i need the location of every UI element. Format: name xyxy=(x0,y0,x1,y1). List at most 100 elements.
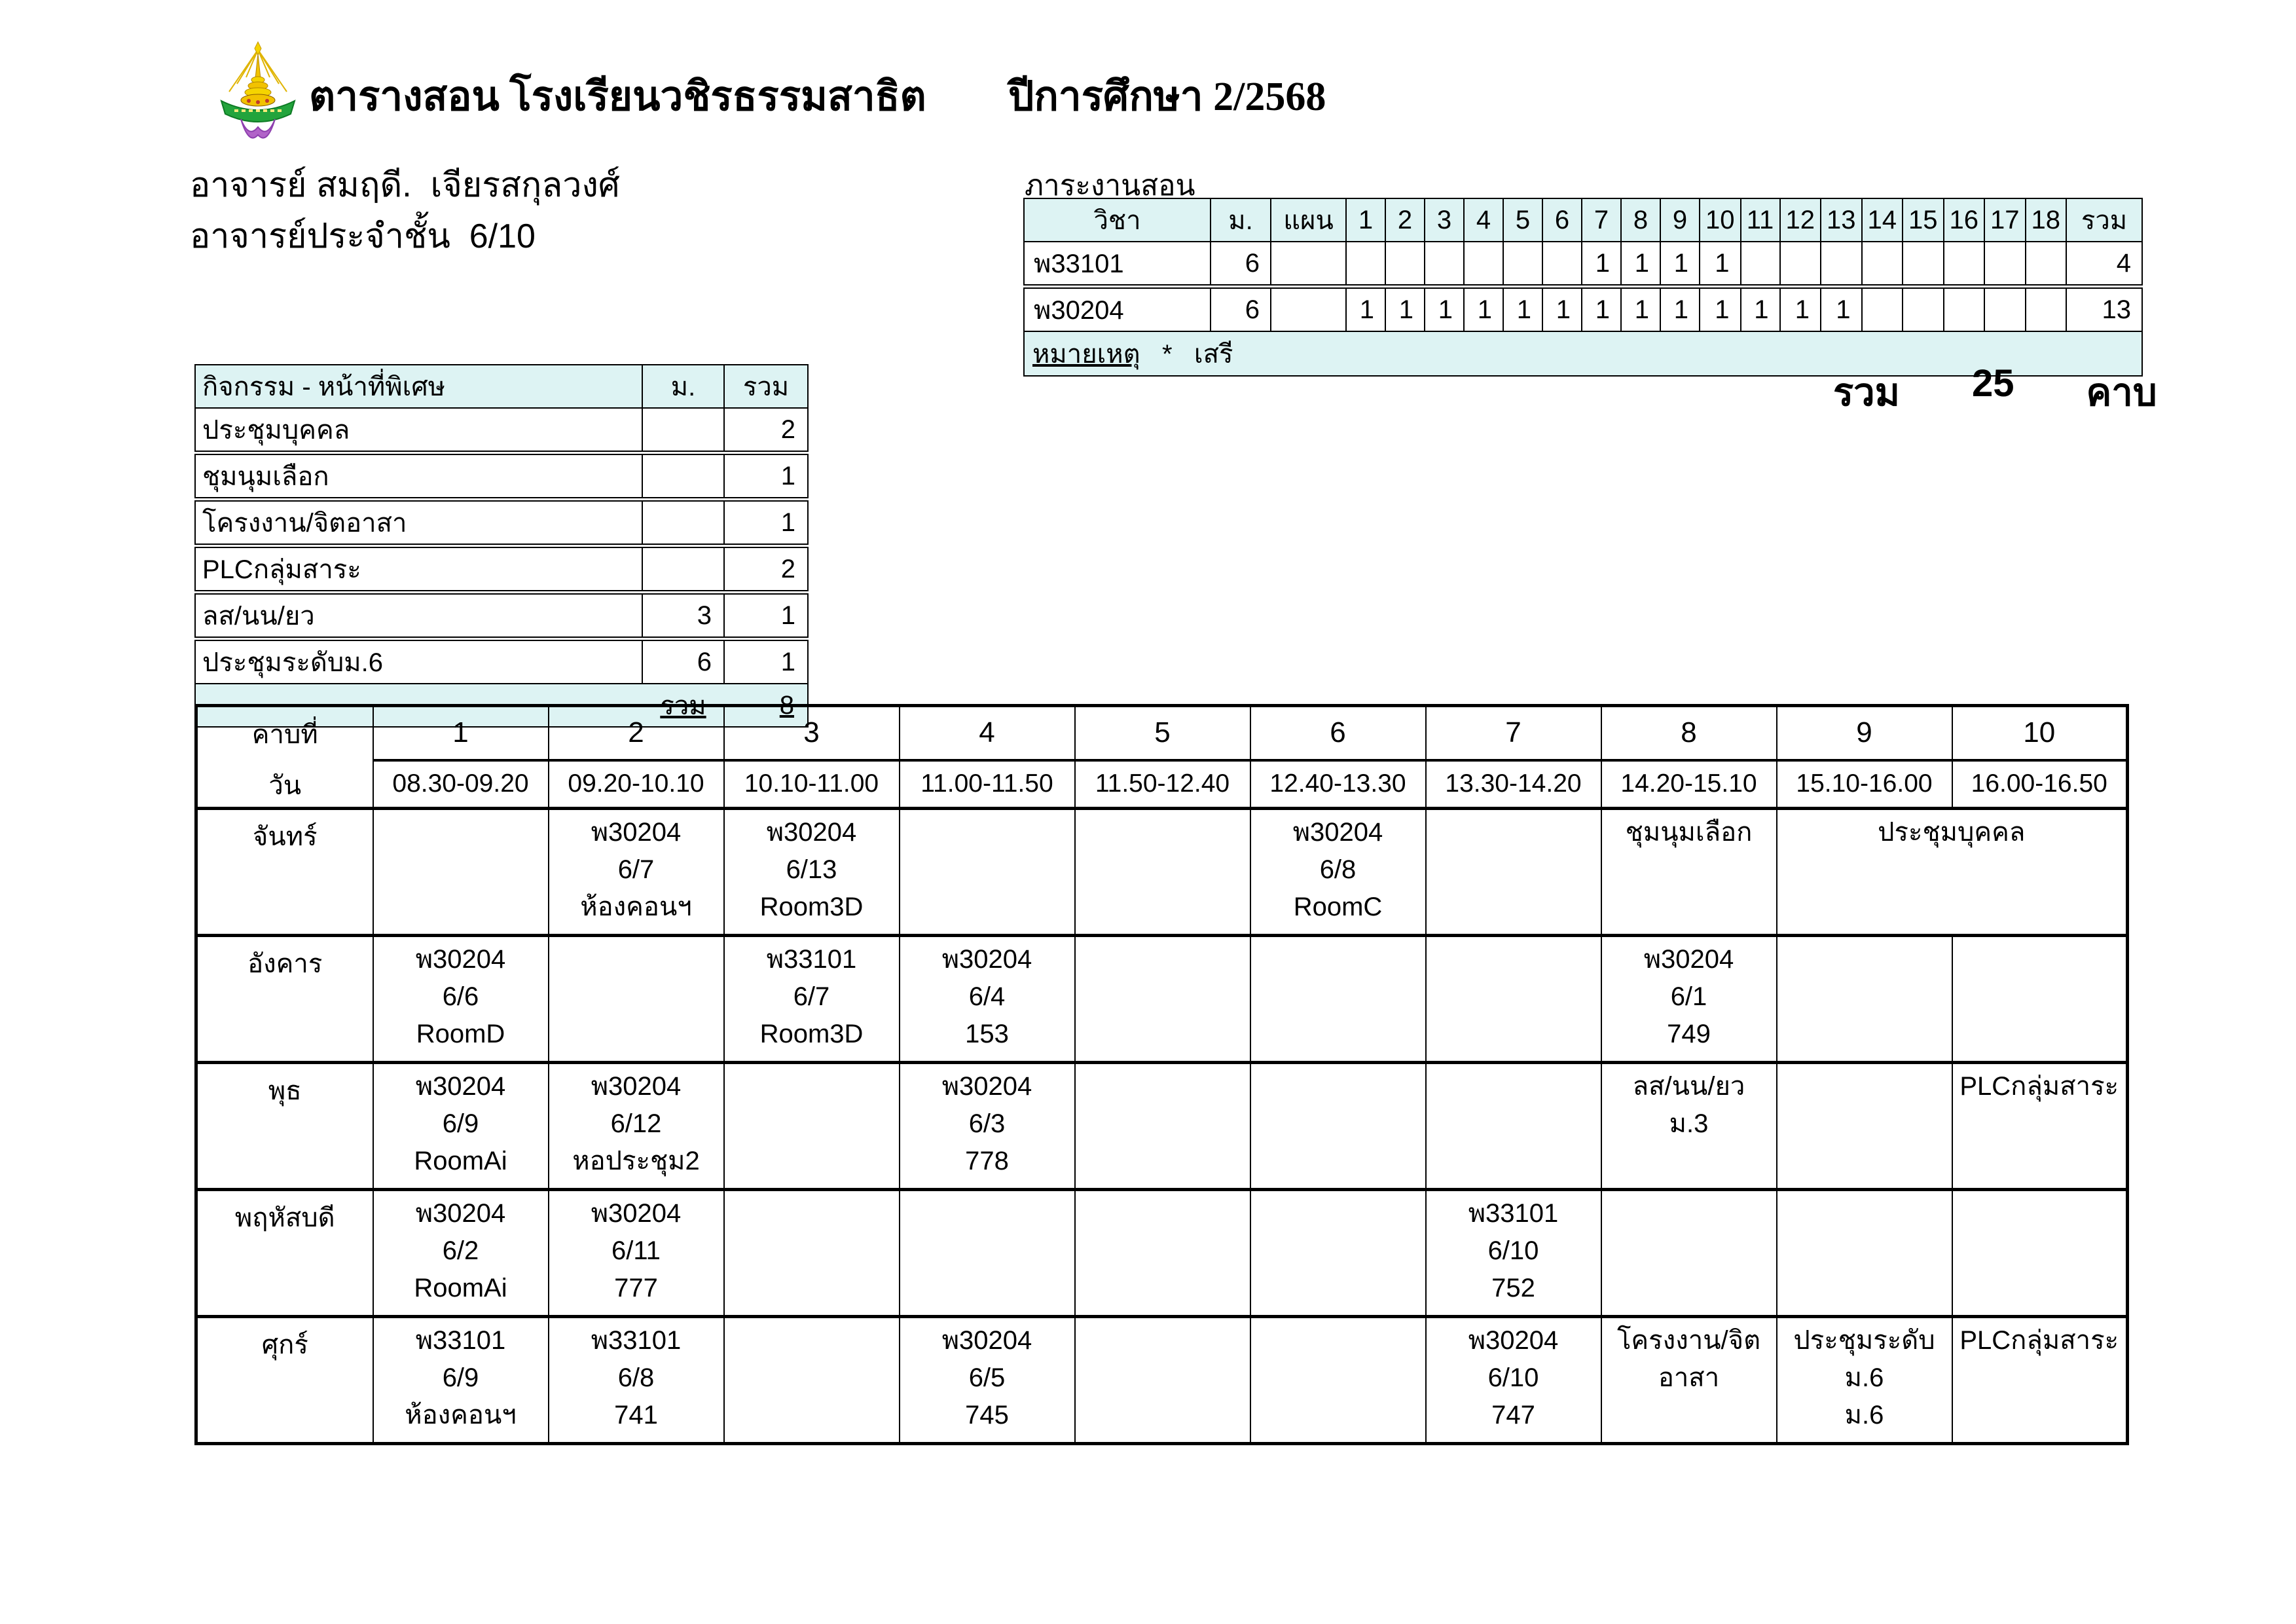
load-period-cell: 1 xyxy=(1385,284,1425,332)
timetable-cell-line: พ30204 xyxy=(591,1199,682,1228)
load-header-cell: 10 xyxy=(1699,198,1741,242)
timetable-cell xyxy=(1951,1188,2128,1318)
timetable-cell-line: พ33101 xyxy=(591,1326,682,1355)
timetable-cell: พ30204 6/12 หอประชุม2 xyxy=(547,1061,725,1190)
activity-row: ประชุมระดับม.6 6 1 xyxy=(194,637,809,684)
period-time-cell: 08.30-09.20 xyxy=(372,759,549,809)
timetable-cell-line: 6/4 xyxy=(968,982,1006,1011)
activity-m-cell: 3 xyxy=(642,590,725,640)
period-number-cell: 7 xyxy=(1425,705,1602,762)
timetable-cell-line: 745 xyxy=(965,1401,1009,1430)
timetable-cell-line: พ30204 xyxy=(941,1326,1032,1355)
load-header-cell: 14 xyxy=(1861,198,1903,242)
timetable-cell-line: พ30204 xyxy=(1292,818,1383,847)
activities-header-name: กิจกรรม - หน้าที่พิเศษ xyxy=(194,364,643,409)
timetable-cell-line: พ30204 xyxy=(415,1199,506,1228)
timetable-cell xyxy=(547,934,725,1063)
timetable-cell: ประชุมบุคคล xyxy=(1776,807,2128,936)
activity-total-cell: 1 xyxy=(723,451,809,500)
timetable-cell-line: ลส/นน/ยว xyxy=(1632,1072,1745,1101)
load-header-cell: 15 xyxy=(1902,198,1944,242)
timetable-cell xyxy=(1425,807,1602,936)
day-row: อังคาร พ30204 6/6 RoomD พ33101 6/7 Room3D พ3020… xyxy=(195,934,2128,1063)
load-period-cell xyxy=(1503,241,1543,287)
activity-row: ลส/นน/ยว 3 1 xyxy=(194,590,809,640)
timetable-cell-line: 777 xyxy=(614,1274,658,1302)
period-number-cell: 3 xyxy=(723,705,900,762)
period-number-cell: 8 xyxy=(1600,705,1777,762)
timetable-cell-line: 6/7 xyxy=(617,855,655,884)
timetable-cell-line: พ30204 xyxy=(1468,1326,1559,1355)
timetable-cell-line: 6/9 xyxy=(442,1109,479,1138)
timetable-cell-line: โครงงาน/จิต xyxy=(1616,1326,1761,1355)
day-name-cell: พฤหัสบดี xyxy=(195,1188,374,1318)
load-note-row: หมายเหตุ * เสรี xyxy=(1023,331,2143,377)
load-period-cell xyxy=(1984,284,2026,332)
load-plan-cell xyxy=(1270,284,1347,332)
load-header-cell: 5 xyxy=(1503,198,1543,242)
day-row: ศุกร์ พ33101 6/9 ห้องคอนฯ พ33101 6/8 741 พ30204… xyxy=(195,1315,2128,1445)
timetable-cell-line: ชุมนุมเลือก xyxy=(1625,818,1753,847)
timetable-cell-line: 6/7 xyxy=(793,982,830,1011)
note-text: เสรี xyxy=(1194,340,1233,369)
day-row: พุธ พ30204 6/9 RoomAi พ30204 6/12 หอประชุม2 พ30… xyxy=(195,1061,2128,1190)
timetable-cell-line: 741 xyxy=(614,1401,658,1430)
timetable-cell-line: 6/10 xyxy=(1487,1363,1539,1392)
corner-label-period: คาบที่ xyxy=(251,720,318,749)
period-number-cell: 2 xyxy=(547,705,725,762)
timetable-cell: PLCกลุ่มสาระ xyxy=(1951,1315,2128,1445)
load-period-cell xyxy=(1542,241,1582,287)
academic-year: ปีการศึกษา 2/2568 xyxy=(1008,75,1326,119)
load-header-cell: 18 xyxy=(2024,198,2067,242)
timetable-cell-line: พ30204 xyxy=(1643,945,1734,974)
timetable-cell-line: 6/8 xyxy=(1319,855,1357,884)
timetable-cell-line: RoomD xyxy=(416,1020,505,1048)
activity-m-cell xyxy=(642,451,725,500)
timetable-cell-line: RoomAi xyxy=(414,1274,507,1302)
period-time-cell: 13.30-14.20 xyxy=(1425,759,1602,809)
load-header-cell: รวม xyxy=(2066,198,2143,242)
load-header-cell: 4 xyxy=(1463,198,1504,242)
timetable-cell-line: 778 xyxy=(965,1147,1009,1175)
load-header-cell: 7 xyxy=(1581,198,1622,242)
note-star: * xyxy=(1162,340,1173,369)
timetable-cell xyxy=(1074,807,1251,936)
activities-header-row: กิจกรรม - หน้าที่พิเศษ ม. รวม xyxy=(194,364,809,409)
timetable-cell-line: 6/10 xyxy=(1487,1236,1539,1265)
timetable-cell xyxy=(372,807,549,936)
timetable-cell xyxy=(1074,1188,1251,1318)
timetable-cell: พ30204 6/13 Room3D xyxy=(723,807,900,936)
timetable-cell-line: 153 xyxy=(965,1020,1009,1048)
timetable-cell-line: พ30204 xyxy=(941,945,1032,974)
timetable-cell-line: หอประชุม2 xyxy=(572,1147,700,1175)
load-period-cell: 1 xyxy=(1620,284,1661,332)
grand-total-unit: คาบ xyxy=(2086,371,2157,414)
timetable-cell xyxy=(723,1061,900,1190)
timetable-cell: พ33101 6/7 Room3D xyxy=(723,934,900,1063)
page-title: ตารางสอน โรงเรียนวชิรธรรมสาธิต xyxy=(309,75,926,119)
timetable-cell: พ30204 6/1 749 xyxy=(1600,934,1777,1063)
load-plan-cell xyxy=(1270,241,1347,287)
load-period-cell xyxy=(1942,241,1985,287)
period-time-cell: 10.10-11.00 xyxy=(723,759,900,809)
timetable-cell: โครงงาน/จิต อาสา xyxy=(1600,1315,1777,1445)
activities-header-m: ม. xyxy=(642,364,725,409)
timetable-cell-line: ม.3 xyxy=(1669,1109,1709,1138)
timetable-cell xyxy=(1249,1315,1427,1445)
load-period-cell xyxy=(1902,241,1944,287)
load-table-label: ภาระงานสอน xyxy=(1025,170,1195,202)
load-period-cell xyxy=(1984,241,2026,287)
timetable-cell xyxy=(1776,1061,1953,1190)
load-header-cell: 2 xyxy=(1385,198,1425,242)
timetable-cell-line: พ33101 xyxy=(1468,1199,1559,1228)
period-number-cell: 5 xyxy=(1074,705,1251,762)
load-header-row: วิชา ม. แผน 1 2 3 4 5 6 7 8 9 10 11 12 13 14 15 16 17 18 รวม xyxy=(1023,198,2143,242)
grand-total: รวม 25 คาบ xyxy=(1833,361,2157,422)
load-header-cell: 17 xyxy=(1984,198,2026,242)
school-crest-logo xyxy=(220,41,296,139)
timetable-cell-line: พ30204 xyxy=(941,1072,1032,1101)
period-number-cell: 9 xyxy=(1776,705,1953,762)
timetable-cell-line: 747 xyxy=(1491,1401,1535,1430)
load-header-cell: 3 xyxy=(1424,198,1465,242)
